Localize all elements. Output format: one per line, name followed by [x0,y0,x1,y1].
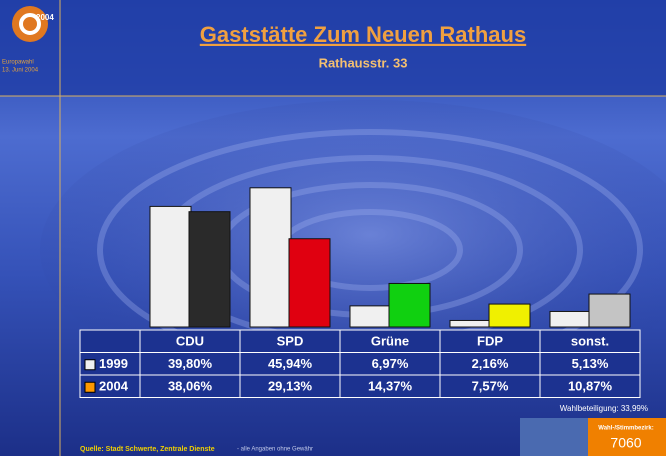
disclaimer: - alle Angaben ohne Gewähr [237,447,313,453]
turnout: Wahlbeteiligung: 33,99% [560,404,648,413]
value-label: 7,57% [472,379,509,394]
chart: 2004 Europawahl 13. Juni 2004 Gaststätte… [0,0,666,456]
district-label: Wahl-/Stimmbezirk: [598,426,653,432]
category-label: FDP [477,334,503,349]
page: 2004 Europawahl 13. Juni 2004 Gaststätte… [0,0,666,456]
bar [550,311,591,327]
logo-line: Europawahl [2,60,34,66]
category-label: sonst. [571,334,609,349]
value-label: 10,87% [568,379,613,394]
table [80,330,640,398]
value-label: 14,37% [368,379,413,394]
logo-year: 2004 [36,13,54,22]
value-label: 45,94% [268,356,313,371]
value-label: 6,97% [372,356,409,371]
district: 7060 [610,435,641,451]
legend-swatch [85,360,95,370]
chart-title: Gaststätte Zum Neuen Rathaus [200,22,526,47]
bar [589,294,630,327]
value-label: 38,06% [168,379,213,394]
value-label: 2,16% [472,356,509,371]
bar [389,283,430,327]
value-label: 39,80% [168,356,213,371]
bar [150,206,191,327]
bar [189,212,230,327]
bar [289,239,330,327]
logo [12,6,48,42]
chart-subtitle: Rathausstr. 33 [319,55,408,70]
bar [350,306,391,327]
bar [450,320,491,327]
value-label: 5,13% [572,356,609,371]
category-label: Grüne [371,334,409,349]
logo-line: 13. Juni 2004 [2,68,39,74]
parliament-thumb [520,418,588,456]
legend-swatch [85,382,95,392]
header-band [0,0,666,96]
category-label: CDU [176,334,204,349]
category-label: SPD [277,334,304,349]
bar [489,304,530,327]
legend-label: 1999 [99,356,128,371]
bar [250,188,291,327]
source: Quelle: Stadt Schwerte, Zentrale Dienste [80,446,215,453]
legend-label: 2004 [99,379,129,394]
value-label: 29,13% [268,379,313,394]
